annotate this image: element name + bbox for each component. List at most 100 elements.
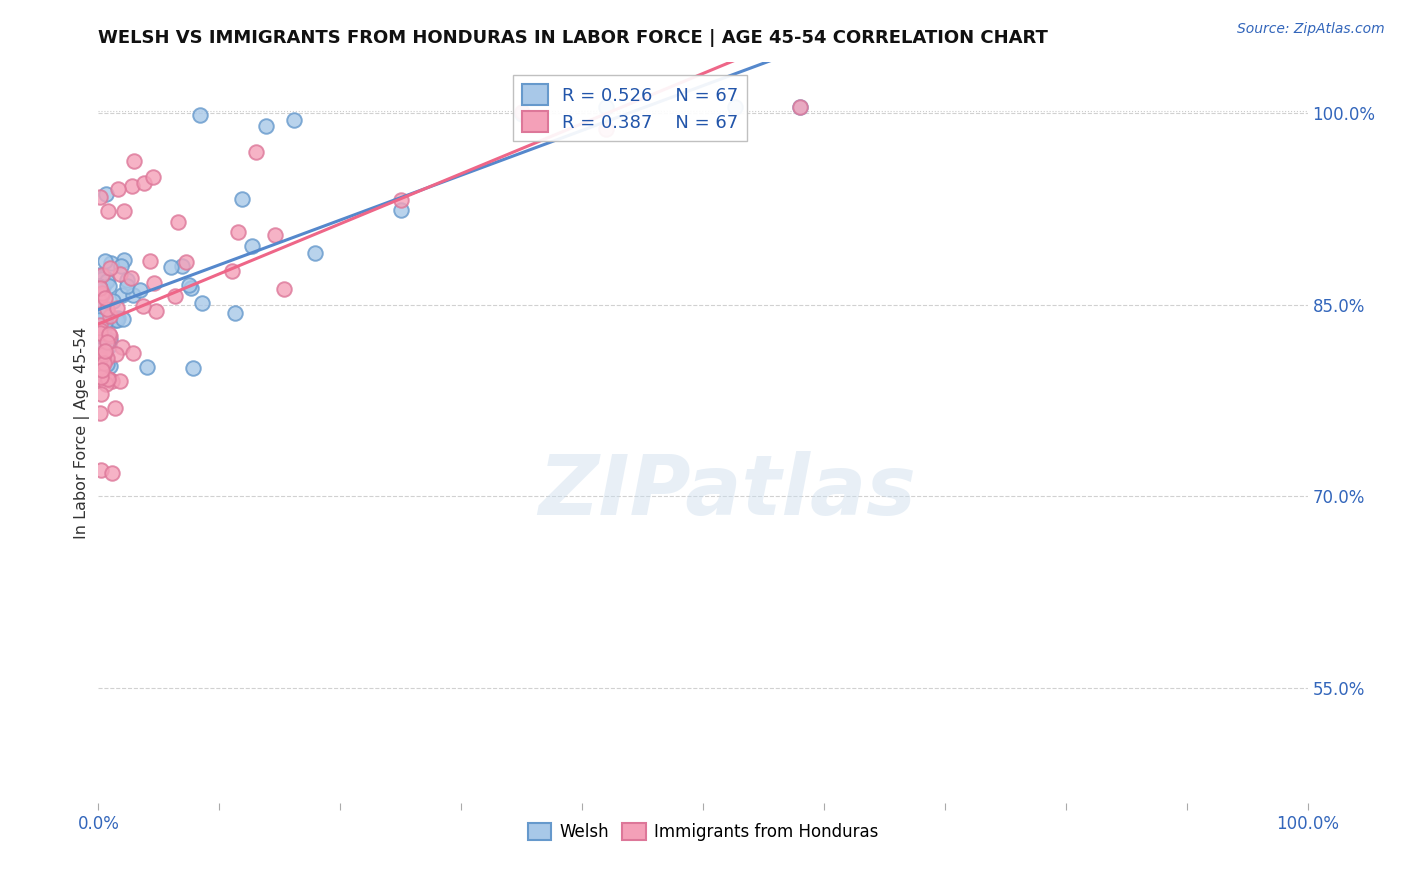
Point xyxy=(180,281,202,295)
Point xyxy=(108,374,131,388)
Point xyxy=(231,193,253,207)
Point xyxy=(89,326,111,341)
Point xyxy=(87,372,110,386)
Point xyxy=(181,360,204,375)
Point xyxy=(97,372,120,386)
Point xyxy=(510,107,533,121)
Text: Source: ZipAtlas.com: Source: ZipAtlas.com xyxy=(1237,22,1385,37)
Point xyxy=(98,261,121,276)
Point xyxy=(98,334,121,348)
Point xyxy=(96,274,118,288)
Point xyxy=(166,215,188,229)
Point xyxy=(90,285,112,300)
Point xyxy=(105,301,128,316)
Point xyxy=(97,339,120,353)
Point xyxy=(90,341,112,355)
Point xyxy=(100,329,122,343)
Point xyxy=(87,365,110,379)
Point xyxy=(90,305,112,319)
Point xyxy=(93,347,115,361)
Point xyxy=(111,288,134,302)
Point xyxy=(104,313,127,327)
Point xyxy=(105,313,128,327)
Point xyxy=(90,317,112,331)
Point xyxy=(96,301,118,316)
Point xyxy=(129,284,152,298)
Point xyxy=(87,334,110,349)
Point xyxy=(96,335,118,350)
Point xyxy=(98,309,121,323)
Point xyxy=(89,293,111,308)
Point xyxy=(122,346,145,360)
Point xyxy=(91,271,114,285)
Point xyxy=(93,254,115,268)
Point xyxy=(115,273,138,287)
Point xyxy=(91,280,114,294)
Point xyxy=(91,363,114,377)
Point xyxy=(389,203,412,218)
Point xyxy=(245,145,267,159)
Point xyxy=(112,204,135,219)
Point xyxy=(283,113,305,128)
Point xyxy=(93,308,115,322)
Point xyxy=(93,322,115,336)
Point xyxy=(595,122,617,136)
Point xyxy=(97,371,120,385)
Point xyxy=(94,186,117,201)
Point xyxy=(90,370,112,384)
Point xyxy=(240,239,263,253)
Point xyxy=(87,268,110,283)
Point xyxy=(90,350,112,364)
Point xyxy=(389,193,412,207)
Point xyxy=(89,351,111,365)
Point xyxy=(94,291,117,305)
Point xyxy=(96,309,118,323)
Point xyxy=(226,225,249,239)
Point xyxy=(94,376,117,391)
Point xyxy=(107,310,129,325)
Point xyxy=(112,312,135,326)
Point xyxy=(89,406,111,420)
Point xyxy=(100,255,122,269)
Point xyxy=(89,351,111,366)
Point xyxy=(89,325,111,339)
Point xyxy=(141,169,163,184)
Point xyxy=(91,327,114,342)
Point xyxy=(221,263,243,277)
Point xyxy=(90,462,112,476)
Point xyxy=(91,268,114,282)
Point xyxy=(96,351,118,366)
Point xyxy=(264,228,287,243)
Point xyxy=(111,339,134,353)
Point xyxy=(135,360,157,375)
Point xyxy=(143,276,166,290)
Point xyxy=(89,347,111,361)
Point xyxy=(90,316,112,330)
Legend: Welsh, Immigrants from Honduras: Welsh, Immigrants from Honduras xyxy=(522,816,884,847)
Point xyxy=(91,269,114,284)
Point xyxy=(90,332,112,346)
Point xyxy=(170,259,193,273)
Point xyxy=(97,279,120,293)
Point xyxy=(165,288,187,302)
Point xyxy=(174,255,197,269)
Point xyxy=(273,282,295,296)
Point xyxy=(104,347,127,361)
Point xyxy=(87,343,110,357)
Point xyxy=(93,315,115,329)
Point xyxy=(122,154,145,169)
Point xyxy=(160,260,183,275)
Point xyxy=(789,100,811,114)
Point xyxy=(254,120,277,134)
Point xyxy=(132,176,155,190)
Point xyxy=(91,287,114,301)
Point xyxy=(104,401,127,416)
Point xyxy=(132,298,155,312)
Point xyxy=(96,272,118,286)
Point xyxy=(145,304,167,318)
Point xyxy=(89,299,111,313)
Point xyxy=(89,313,111,327)
Point xyxy=(98,359,121,373)
Point xyxy=(510,105,533,120)
Point xyxy=(110,259,132,273)
